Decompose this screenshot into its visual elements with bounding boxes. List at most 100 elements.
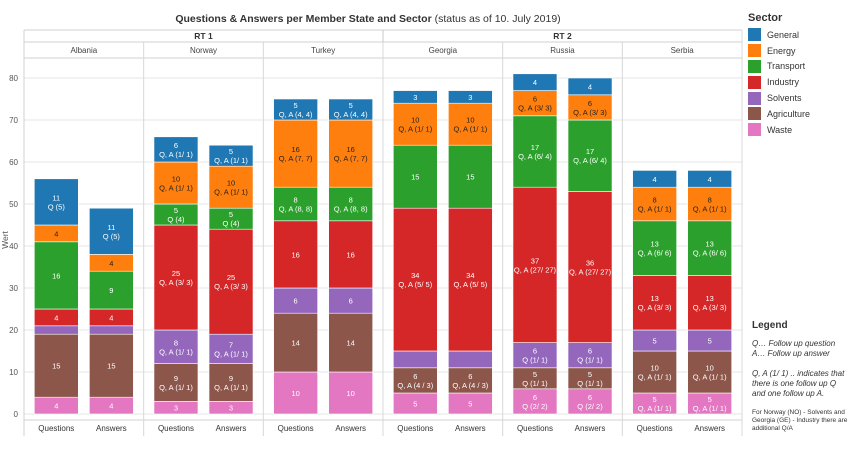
bar-segment-general xyxy=(328,98,373,121)
data-label: Q, A (6/ 6) xyxy=(693,249,727,258)
bar-segment-general xyxy=(567,77,613,96)
bar-segment-transport xyxy=(328,186,373,222)
x-category-label: Answers xyxy=(216,424,247,433)
bar-segment-general xyxy=(687,170,732,188)
bar-segment-solvents xyxy=(512,342,558,369)
data-label: Q (5) xyxy=(48,202,66,211)
legend-label: Transport xyxy=(767,61,806,72)
note-line: A… Follow up answer xyxy=(752,349,830,358)
bar-segment-solvents xyxy=(34,325,79,335)
data-label: Q, A (7, 7) xyxy=(279,154,313,163)
country-header: Turkey xyxy=(311,46,335,55)
bar-segment-agriculture xyxy=(448,367,493,394)
bar-segment-solvents xyxy=(448,350,493,369)
data-label: 13 xyxy=(706,294,714,303)
bar-segment-general xyxy=(632,170,677,188)
data-label: 9 xyxy=(229,374,233,383)
data-label: Q, A (1/ 1) xyxy=(398,125,432,134)
bar-segment-agriculture xyxy=(34,333,79,398)
data-label: 10 xyxy=(650,364,658,373)
bar-segment-agriculture xyxy=(632,350,677,394)
bar-segment-industry xyxy=(567,191,613,343)
data-label: 6 xyxy=(294,297,298,306)
bar-segment-transport xyxy=(632,220,677,276)
bar-segment-agriculture xyxy=(687,350,732,394)
data-label: Q, A (8, 8) xyxy=(279,205,313,214)
data-label: 10 xyxy=(172,175,180,184)
data-label: 5 xyxy=(588,370,592,379)
data-label: 13 xyxy=(650,240,658,249)
note-line: Q, A (1/ 1) .. indicates that xyxy=(752,369,845,378)
bar-segment-general xyxy=(393,90,438,104)
data-label: 5 xyxy=(468,400,472,409)
bar-segment-energy xyxy=(273,119,318,188)
data-label: 14 xyxy=(347,339,355,348)
legend-item-agriculture: Agriculture xyxy=(748,106,848,122)
data-label: 34 xyxy=(411,271,419,280)
x-category-label: Answers xyxy=(335,424,366,433)
bar-segment-energy xyxy=(632,186,677,222)
legend-label: Waste xyxy=(767,124,793,135)
data-label: 5 xyxy=(174,206,178,215)
x-category-label: Answers xyxy=(694,424,725,433)
data-label: 13 xyxy=(706,240,714,249)
legend-swatch xyxy=(748,28,761,42)
bar-segment-solvents xyxy=(273,287,318,314)
data-label: 5 xyxy=(349,101,353,110)
data-label: Q, A (1/ 1) xyxy=(159,184,193,193)
y-tick-label: 30 xyxy=(9,284,18,293)
bar-segment-energy xyxy=(208,165,254,209)
data-label: Q, A (4, 4) xyxy=(279,110,313,119)
bar-segment-general xyxy=(448,90,493,104)
x-category-label: Questions xyxy=(637,424,673,433)
data-label: 4 xyxy=(54,313,58,322)
bar-segment-solvents xyxy=(208,333,254,364)
data-label: 6 xyxy=(588,393,592,402)
axes: 0 10 20 30 40 50 60 70 80 Wert RT 1 RT 2 Albania Norw… xyxy=(0,29,743,436)
note-small: Georgia (GE) - Industry there are xyxy=(752,417,848,424)
bar-segment-energy xyxy=(328,119,373,188)
note-small: additional Q/A xyxy=(752,425,793,432)
legend-label: General xyxy=(767,29,800,40)
data-label: 8 xyxy=(174,338,178,347)
bar-segment-industry xyxy=(208,228,254,335)
legend-label: Industry xyxy=(767,77,800,88)
bar-segment-general xyxy=(208,144,254,167)
bar-segment-transport xyxy=(687,220,732,276)
data-label: Q, A (1/ 1) xyxy=(693,205,727,214)
round-header: RT 2 xyxy=(553,31,572,41)
data-label: 3 xyxy=(468,93,472,102)
data-label: 25 xyxy=(227,273,235,282)
data-label: 15 xyxy=(52,362,60,371)
data-label: 4 xyxy=(109,259,113,268)
bar-segment-waste xyxy=(328,371,373,415)
bar-segment-general xyxy=(153,136,199,163)
bar-segment-waste xyxy=(273,371,318,415)
data-label: Q (1/ 1) xyxy=(577,379,603,388)
x-category-label: Answers xyxy=(96,424,127,433)
legend-swatch xyxy=(748,123,761,137)
data-label: 3 xyxy=(413,93,417,102)
data-label: 4 xyxy=(708,175,712,184)
data-label: Q, A (4, 4) xyxy=(334,110,368,119)
data-label: 15 xyxy=(107,362,115,371)
legend-swatch xyxy=(748,91,761,105)
data-label: 6 xyxy=(468,372,472,381)
bar-segment-industry xyxy=(448,207,493,352)
bar-segment-general xyxy=(34,178,79,226)
data-label: 16 xyxy=(347,250,355,259)
x-category-label: Questions xyxy=(158,424,194,433)
country-header: Georgia xyxy=(429,46,458,55)
data-label: Q, A (1/ 1) xyxy=(693,404,727,413)
y-tick-label: 0 xyxy=(14,410,19,419)
data-label: Q (1/ 1) xyxy=(522,356,548,365)
data-label: 4 xyxy=(653,175,657,184)
bar-segment-industry xyxy=(632,275,677,331)
legend-label: Solvents xyxy=(767,93,802,104)
data-label: 4 xyxy=(109,402,113,411)
bar-segment-solvents xyxy=(393,350,438,369)
x-category-label: Answers xyxy=(575,424,606,433)
data-label: 8 xyxy=(349,196,353,205)
bar-segment-energy xyxy=(567,94,613,121)
round-header: RT 1 xyxy=(194,31,213,41)
